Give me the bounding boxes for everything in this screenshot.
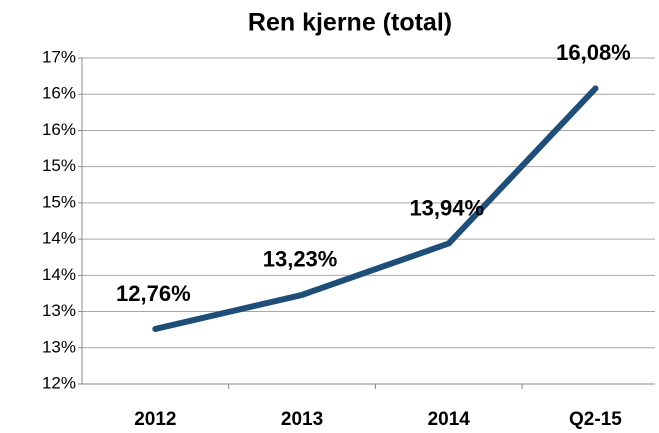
y-tick-label: 16% xyxy=(42,120,76,139)
data-line xyxy=(152,85,599,332)
y-tick-label: 17% xyxy=(42,47,76,66)
y-tick-label: 13% xyxy=(42,301,76,320)
y-tick-label: 15% xyxy=(42,192,76,211)
chart-title: Ren kjerne (total) xyxy=(248,9,452,37)
x-tick-label: 2013 xyxy=(281,409,323,430)
data-label: 12,76% xyxy=(116,281,191,306)
y-tick-label: 16% xyxy=(42,84,76,103)
y-tick-label: 14% xyxy=(42,265,76,284)
data-label: 13,23% xyxy=(263,247,338,272)
x-tick-label: Q2-15 xyxy=(569,409,622,430)
y-tick-label: 15% xyxy=(42,156,76,175)
y-tick-label: 14% xyxy=(42,229,76,248)
y-tick-label: 13% xyxy=(42,337,76,356)
data-label: 13,94% xyxy=(409,195,484,220)
x-tick-label: 2012 xyxy=(134,409,176,430)
data-label: 16,08% xyxy=(556,40,631,65)
y-tick-label: 12% xyxy=(42,373,76,392)
x-tick-label: 2014 xyxy=(428,409,471,430)
